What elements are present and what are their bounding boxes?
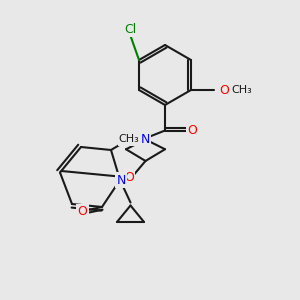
- Text: O: O: [219, 83, 229, 97]
- Text: O: O: [78, 205, 87, 218]
- Text: CH₃: CH₃: [118, 134, 140, 145]
- Text: Cl: Cl: [124, 22, 136, 36]
- Text: N: N: [116, 173, 126, 187]
- Text: O: O: [187, 124, 197, 137]
- Text: CH₃: CH₃: [232, 85, 252, 95]
- Text: N: N: [141, 133, 150, 146]
- Text: O: O: [124, 171, 134, 184]
